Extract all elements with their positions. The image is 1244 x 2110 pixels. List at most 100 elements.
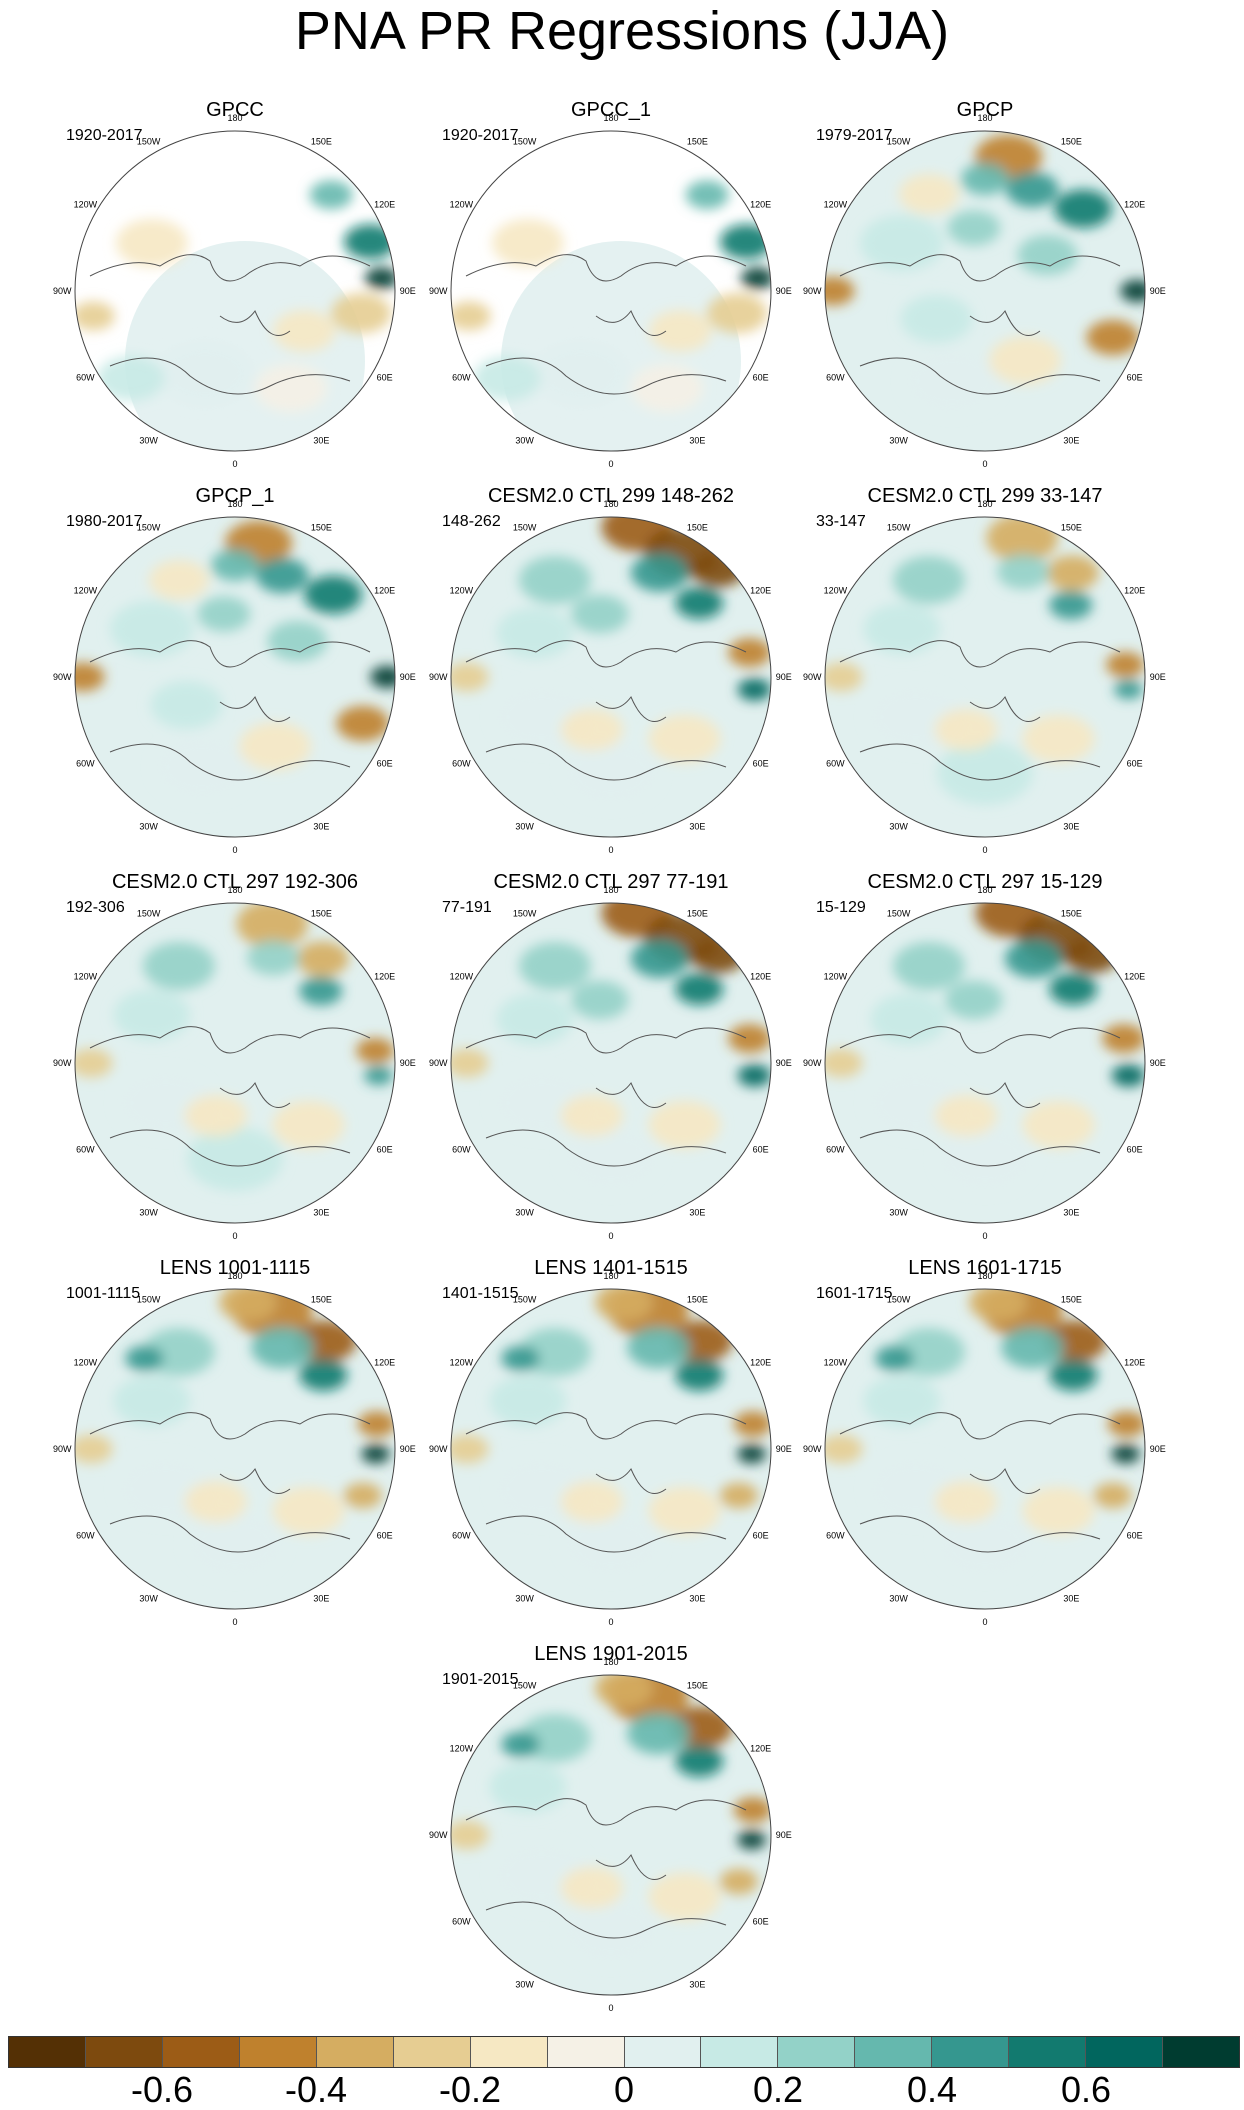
regression-anomaly bbox=[863, 1375, 941, 1427]
regression-anomaly bbox=[451, 1434, 489, 1464]
polar-map: 180 150E 120E 90E 60E 30E 0 30W 60W 90W 120W 150W bbox=[429, 885, 792, 1241]
regression-anomaly bbox=[899, 174, 959, 215]
longitude-label: 30W bbox=[515, 436, 534, 446]
map-boundary bbox=[450, 1674, 772, 1996]
colorbar-swatch bbox=[701, 2037, 779, 2067]
map-boundary bbox=[450, 902, 772, 1224]
longitude-label: 90W bbox=[429, 672, 448, 682]
regression-anomaly bbox=[187, 1127, 283, 1191]
regression-anomaly bbox=[595, 1289, 653, 1322]
regression-anomaly bbox=[501, 1345, 540, 1372]
colorbar-swatch bbox=[85, 2037, 163, 2067]
longitude-label: 90W bbox=[429, 286, 448, 296]
longitude-label: 150W bbox=[137, 908, 161, 918]
regression-anomaly bbox=[519, 942, 591, 991]
longitude-label: 120E bbox=[374, 200, 395, 210]
colorbar-tick-label: 0.6 bbox=[1060, 2069, 1112, 2110]
regression-anomaly bbox=[969, 1289, 1027, 1322]
longitude-label: 180 bbox=[227, 885, 242, 895]
longitude-label: 150W bbox=[513, 1680, 537, 1690]
colorbar-tick-label: 0.2 bbox=[752, 2069, 804, 2110]
coastline bbox=[465, 1026, 747, 1167]
coastline bbox=[465, 1412, 747, 1553]
longitude-label: 150W bbox=[513, 136, 537, 146]
map-panel: GPCP_1 180 150E 120E 90E 60E 30E 0 30W 60W 90W 120W… bbox=[53, 484, 416, 859]
longitude-label: 180 bbox=[227, 499, 242, 509]
regression-anomaly bbox=[937, 741, 1033, 805]
map-panel: CESM2.0 CTL 297 77-191 180 150E 120E 90E 60E 3… bbox=[429, 870, 792, 1245]
regression-anomaly bbox=[150, 681, 223, 729]
colorbar-tick-label: -0.4 bbox=[284, 2069, 348, 2110]
regression-anomaly bbox=[1111, 1064, 1145, 1087]
longitude-label: 120E bbox=[1124, 200, 1145, 210]
regression-anomaly bbox=[273, 310, 336, 352]
longitude-label: 0 bbox=[982, 1617, 987, 1627]
regression-anomaly bbox=[937, 1127, 1033, 1191]
longitude-label: 120E bbox=[750, 1358, 771, 1368]
longitude-label: 60E bbox=[753, 1916, 769, 1926]
regression-anomaly bbox=[1066, 937, 1119, 974]
regression-anomaly bbox=[937, 1513, 1033, 1577]
regression-anomaly bbox=[184, 1094, 248, 1137]
longitude-label: 150E bbox=[311, 908, 332, 918]
regression-anomaly bbox=[893, 942, 965, 991]
regression-anomaly bbox=[1093, 1482, 1132, 1509]
colorbar-swatch bbox=[316, 2037, 394, 2067]
regression-anomaly bbox=[451, 301, 491, 331]
longitude-label: 30W bbox=[515, 1208, 534, 1218]
panel-period: 1920-2017 bbox=[442, 127, 519, 144]
panel-title: LENS 1901-2015 bbox=[534, 1643, 688, 1665]
longitude-label: 150E bbox=[1061, 522, 1082, 532]
regression-anomaly bbox=[187, 1513, 283, 1577]
longitude-label: 150W bbox=[137, 136, 161, 146]
longitude-label: 180 bbox=[603, 1271, 618, 1281]
longitude-label: 30E bbox=[313, 1594, 329, 1604]
regression-anomaly bbox=[1114, 679, 1143, 700]
colorbar-tick-label: -0.6 bbox=[130, 2069, 194, 2110]
longitude-label: 120W bbox=[450, 972, 474, 982]
map-panel: GPCP 180 150E 120E 90E 60E 30E 0 30W 60W 90W 120W 15… bbox=[803, 98, 1166, 473]
longitude-label: 120E bbox=[750, 972, 771, 982]
longitude-label: 120E bbox=[374, 586, 395, 596]
regression-anomaly bbox=[675, 586, 724, 619]
colorbar-tick-label: 0.4 bbox=[906, 2069, 958, 2110]
regression-anomaly bbox=[299, 1358, 348, 1391]
longitude-label: 150E bbox=[1061, 1294, 1082, 1304]
regression-anomaly bbox=[267, 621, 328, 661]
longitude-label: 60E bbox=[753, 372, 769, 382]
regression-anomaly bbox=[560, 708, 624, 751]
longitude-label: 150W bbox=[513, 1294, 537, 1304]
coastline bbox=[839, 254, 1121, 395]
regression-anomaly bbox=[630, 939, 689, 978]
longitude-label: 60E bbox=[377, 1144, 393, 1154]
regression-anomaly bbox=[648, 1872, 721, 1921]
longitude-label: 30W bbox=[139, 1594, 158, 1604]
longitude-label: 150E bbox=[687, 136, 708, 146]
panel-period: 192-306 bbox=[66, 899, 125, 916]
regression-anomaly bbox=[451, 1048, 489, 1078]
longitude-label: 60W bbox=[826, 372, 845, 382]
map-panel: GPCC 180 150E 120E 90E 60E 30E 0 30W 60W 90W 120W 15… bbox=[53, 98, 416, 473]
regression-anomaly bbox=[961, 163, 1009, 195]
regression-anomaly bbox=[630, 553, 689, 592]
longitude-label: 0 bbox=[982, 459, 987, 469]
longitude-label: 30E bbox=[689, 436, 705, 446]
regression-anomaly bbox=[331, 293, 392, 334]
regression-anomaly bbox=[563, 741, 659, 805]
colorbar-swatch bbox=[547, 2037, 625, 2067]
panel-period: 15-129 bbox=[816, 899, 866, 916]
map-panel: LENS 1401-1515 180 150E 120E 90E 60E 30E 0 30W 60… bbox=[429, 1256, 792, 1631]
map-panel: LENS 1601-1715 180 150E 120E 90E 60E 30E 0 30W 60… bbox=[803, 1256, 1166, 1631]
longitude-label: 90E bbox=[400, 1058, 416, 1068]
longitude-label: 180 bbox=[603, 113, 618, 123]
regression-anomaly bbox=[336, 705, 390, 742]
regression-anomaly bbox=[299, 976, 343, 1006]
regression-anomaly bbox=[1017, 235, 1078, 275]
longitude-label: 150W bbox=[513, 908, 537, 918]
panel-title: CESM2.0 CTL 297 192-306 bbox=[111, 871, 359, 893]
longitude-label: 60E bbox=[753, 758, 769, 768]
coastline bbox=[839, 1412, 1121, 1553]
longitude-label: 150E bbox=[1061, 136, 1082, 146]
colorbar-tick-label: -0.2 bbox=[438, 2069, 502, 2110]
coastline bbox=[465, 1798, 747, 1939]
